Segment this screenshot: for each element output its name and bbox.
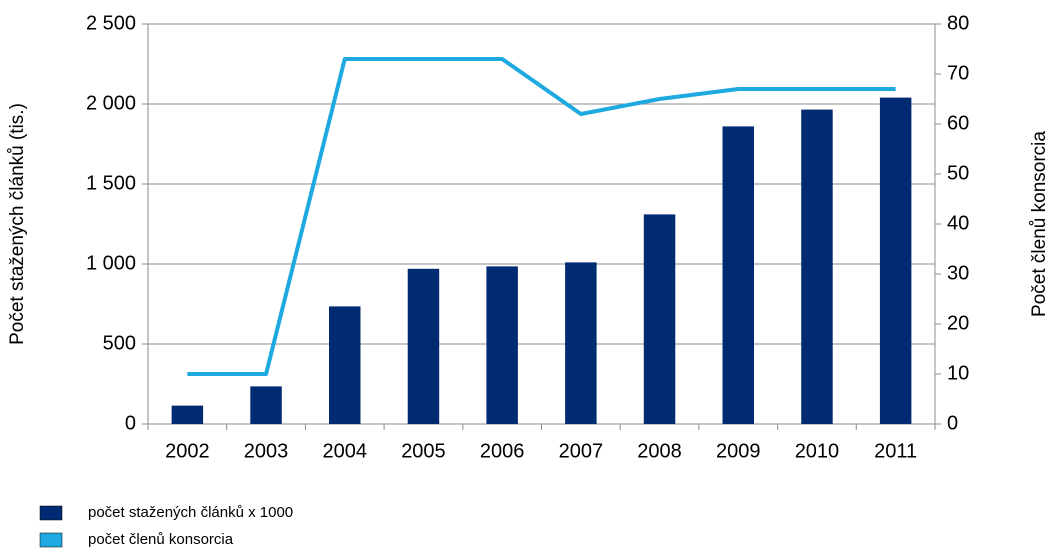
y-tick-label: 1 500 <box>86 172 136 194</box>
y-tick-label: 1 000 <box>86 252 136 274</box>
bar <box>722 126 754 425</box>
y2-axis-title: Počet členů konsorcia <box>1029 131 1049 317</box>
y-tick-label: 0 <box>125 412 136 434</box>
x-tick-label: 2008 <box>637 440 682 462</box>
y2-tick-label: 30 <box>947 262 969 284</box>
y-tick-label: 2 500 <box>86 12 136 34</box>
bar <box>879 97 912 424</box>
y-axis-title: Počet stažených článků (tis.) <box>7 103 28 345</box>
bar <box>407 268 440 424</box>
y2-tick-label: 80 <box>947 12 969 34</box>
bar <box>171 405 204 424</box>
y2-tick-label: 20 <box>947 312 969 334</box>
x-tick-label: 2003 <box>244 440 289 462</box>
x-tick-label: 2009 <box>716 440 761 462</box>
bar <box>565 262 597 424</box>
legend-swatch <box>39 532 63 548</box>
x-tick-label: 2010 <box>795 440 840 462</box>
bar <box>486 266 518 424</box>
x-tick-label: 2004 <box>323 440 368 462</box>
y-tick-label: 2 000 <box>86 92 136 114</box>
y2-tick-label: 0 <box>947 412 958 434</box>
y-tick-label: 500 <box>103 332 136 354</box>
bar <box>329 306 361 424</box>
x-tick-label: 2006 <box>480 440 525 462</box>
bar <box>643 214 676 424</box>
legend-label: počet stažených článků x 1000 <box>88 504 293 521</box>
y2-tick-label: 40 <box>947 212 969 234</box>
x-tick-label: 2007 <box>559 440 604 462</box>
line <box>187 57 896 376</box>
y2-tick-label: 60 <box>947 112 969 134</box>
x-tick-label: 2005 <box>401 440 446 462</box>
x-tick-label: 2011 <box>874 440 917 462</box>
bar <box>801 109 833 424</box>
bar <box>250 386 282 424</box>
legend-swatch <box>39 505 63 521</box>
y2-tick-label: 70 <box>947 62 969 84</box>
y2-tick-label: 10 <box>947 362 969 384</box>
y2-tick-label: 50 <box>947 162 969 184</box>
x-tick-label: 2002 <box>165 440 210 462</box>
legend-label: počet členů konsorcia <box>88 531 234 548</box>
